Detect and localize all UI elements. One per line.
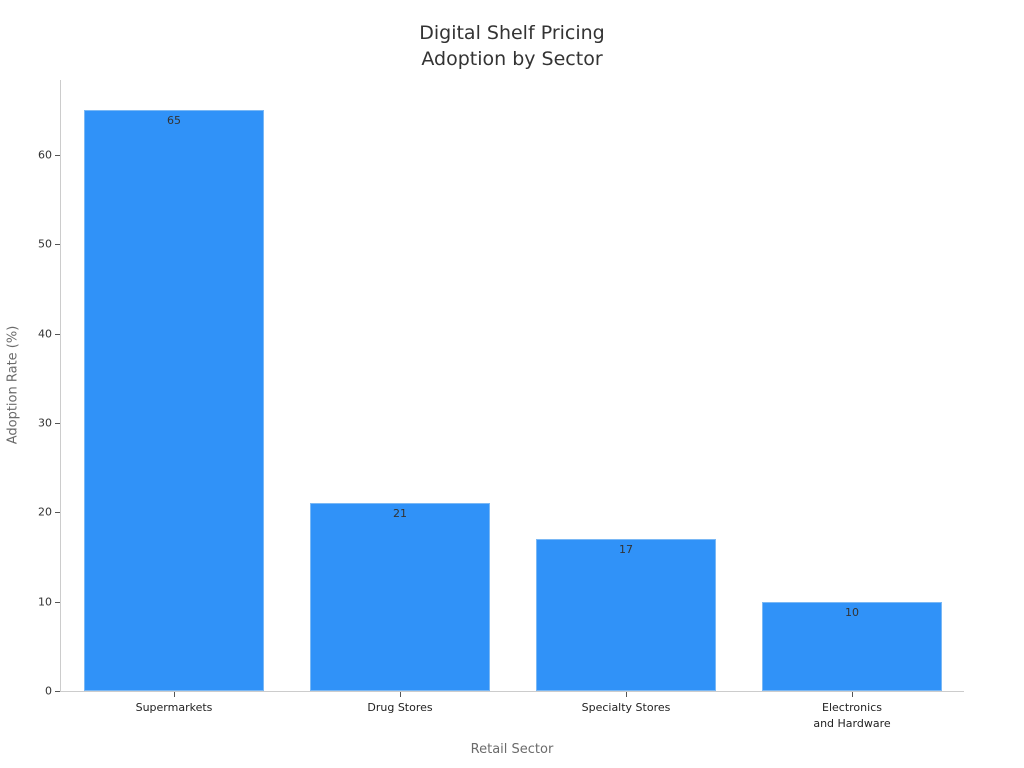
x-tick-mark: [400, 692, 401, 697]
x-tick-label: Electronics and Hardware: [813, 701, 891, 730]
bar-value-label: 10: [845, 605, 859, 619]
bar-value-label: 65: [167, 114, 181, 128]
y-tick-label: 30: [38, 416, 52, 430]
y-tick-mark: [55, 601, 60, 603]
y-tick-mark: [55, 691, 60, 692]
x-tick-label: Supermarkets: [135, 701, 213, 714]
x-tick-label: Specialty Stores: [581, 701, 671, 714]
y-tick-mark: [55, 155, 60, 156]
y-tick-label: 20: [38, 505, 52, 519]
chart-title: Digital Shelf Pricing Adoption by Sector: [0, 20, 1024, 72]
y-tick-mark: [55, 333, 60, 335]
x-tick-label: Drug Stores: [367, 701, 433, 714]
x-axis-label: Retail Sector: [470, 742, 554, 757]
y-tick-mark: [55, 244, 60, 246]
y-tick-label: 40: [38, 327, 52, 341]
y-tick-label: 10: [38, 595, 52, 609]
chart-title-line-2: Adoption by Sector: [421, 48, 603, 70]
bar[interactable]: 21: [310, 503, 490, 691]
bar-value-label: 21: [393, 507, 407, 521]
y-tick-label: 0: [45, 684, 52, 698]
bar[interactable]: 10: [762, 601, 942, 691]
y-axis-line: [60, 80, 61, 692]
x-tick-mark: [626, 692, 627, 697]
x-tick-mark: [852, 692, 853, 697]
bar-value-label: 17: [619, 543, 633, 557]
bar[interactable]: 65: [84, 110, 264, 691]
chart-title-line-1: Digital Shelf Pricing: [419, 22, 605, 44]
y-tick-label: 50: [38, 237, 52, 251]
y-tick-label: 60: [38, 148, 52, 162]
x-axis-line: [60, 691, 964, 692]
bar[interactable]: 17: [536, 539, 716, 691]
y-tick-mark: [55, 512, 60, 514]
y-tick-mark: [55, 423, 60, 424]
y-axis-label: Adoption Rate (%): [5, 325, 21, 445]
x-tick-mark: [174, 692, 175, 697]
